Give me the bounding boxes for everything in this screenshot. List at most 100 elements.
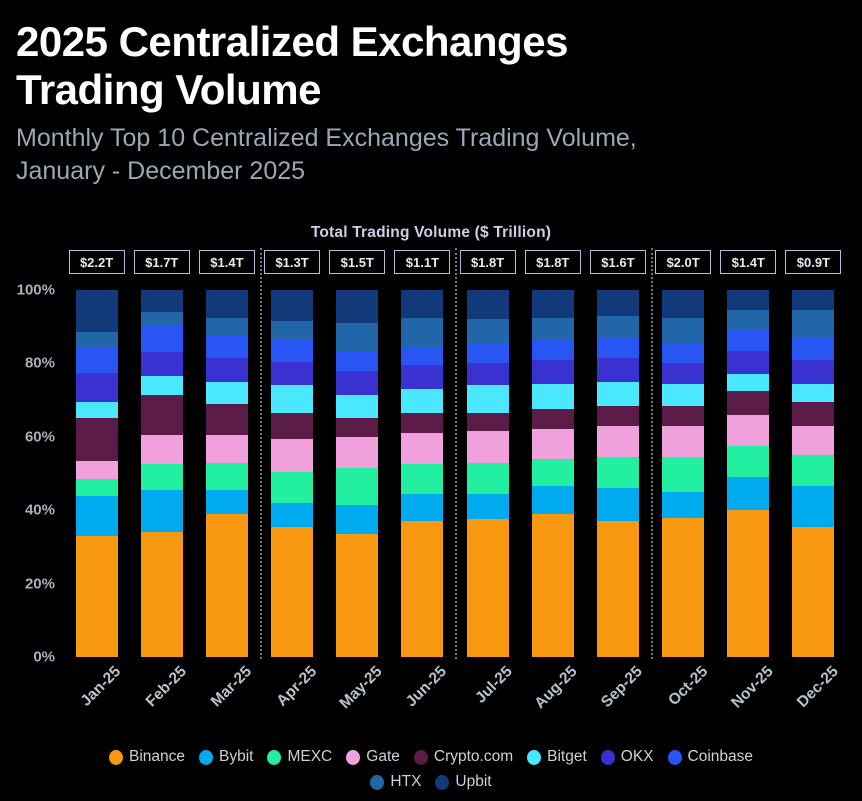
bar-segment-upbit[interactable] <box>401 290 444 318</box>
bar-segment-okx[interactable] <box>205 357 248 382</box>
bar-segment-bybit[interactable] <box>336 504 379 535</box>
bar-segment-bybit[interactable] <box>271 502 314 527</box>
bar-segment-coinbase[interactable] <box>662 343 705 364</box>
bar-segment-okx[interactable] <box>140 352 183 377</box>
bar-segment-bybit[interactable] <box>531 486 574 514</box>
legend-item-mexc[interactable]: MEXC <box>267 748 332 766</box>
bar-segment-mexc[interactable] <box>336 468 379 505</box>
bar-segment-gate[interactable] <box>466 431 509 463</box>
bar-segment-htx[interactable] <box>596 315 639 338</box>
bar-segment-bitget[interactable] <box>140 376 183 395</box>
bar-segment-bybit[interactable] <box>140 490 183 533</box>
bar-segment-binance[interactable] <box>205 513 248 657</box>
bar-segment-bitget[interactable] <box>75 401 118 419</box>
bar-segment-binance[interactable] <box>596 521 639 657</box>
bar-segment-gate[interactable] <box>140 434 183 465</box>
bar-segment-upbit[interactable] <box>271 290 314 322</box>
bar-segment-mexc[interactable] <box>205 462 248 491</box>
bar-segment-mexc[interactable] <box>466 462 509 494</box>
bar-segment-mexc[interactable] <box>140 464 183 491</box>
bar-segment-crypto-com[interactable] <box>596 405 639 426</box>
bar-segment-upbit[interactable] <box>792 290 835 311</box>
bar-segment-crypto-com[interactable] <box>140 394 183 435</box>
bar-segment-binance[interactable] <box>662 517 705 657</box>
stacked-bar[interactable] <box>271 290 314 657</box>
bar-segment-crypto-com[interactable] <box>401 412 444 434</box>
bar-segment-crypto-com[interactable] <box>271 412 314 439</box>
bar-segment-okx[interactable] <box>336 370 379 395</box>
bar-segment-binance[interactable] <box>75 535 118 657</box>
bar-segment-bitget[interactable] <box>792 383 835 402</box>
bar-segment-coinbase[interactable] <box>466 343 509 364</box>
stacked-bar[interactable] <box>401 290 444 657</box>
bar-segment-mexc[interactable] <box>596 457 639 489</box>
bar-segment-binance[interactable] <box>466 519 509 657</box>
bar-segment-bitget[interactable] <box>596 381 639 406</box>
bar-segment-mexc[interactable] <box>792 455 835 487</box>
bar-segment-coinbase[interactable] <box>531 339 574 360</box>
bar-segment-gate[interactable] <box>792 425 835 456</box>
bar-segment-mexc[interactable] <box>75 479 118 496</box>
bar-segment-coinbase[interactable] <box>596 337 639 358</box>
bar-segment-bybit[interactable] <box>792 486 835 527</box>
bar-segment-bitget[interactable] <box>531 383 574 410</box>
bar-segment-bitget[interactable] <box>401 389 444 413</box>
bar-segment-upbit[interactable] <box>727 290 770 311</box>
bar-segment-htx[interactable] <box>531 317 574 340</box>
legend-item-okx[interactable]: OKX <box>600 748 654 766</box>
bar-segment-bitget[interactable] <box>466 385 509 413</box>
bar-segment-binance[interactable] <box>271 526 314 657</box>
bar-segment-mexc[interactable] <box>401 464 444 494</box>
legend-item-upbit[interactable]: Upbit <box>435 773 492 791</box>
stacked-bar[interactable] <box>596 290 639 657</box>
legend-item-bitget[interactable]: Bitget <box>527 748 587 766</box>
bar-segment-mexc[interactable] <box>662 457 705 492</box>
bar-segment-coinbase[interactable] <box>401 346 444 366</box>
legend-item-binance[interactable]: Binance <box>108 748 185 766</box>
bar-segment-bybit[interactable] <box>727 477 770 511</box>
bar-segment-upbit[interactable] <box>140 290 183 313</box>
bar-segment-gate[interactable] <box>727 414 770 446</box>
bar-segment-upbit[interactable] <box>662 290 705 318</box>
bar-segment-okx[interactable] <box>531 359 574 384</box>
bar-segment-mexc[interactable] <box>727 445 770 478</box>
stacked-bar[interactable] <box>662 290 705 657</box>
bar-segment-okx[interactable] <box>727 350 770 375</box>
bar-segment-htx[interactable] <box>336 323 379 353</box>
bar-segment-htx[interactable] <box>75 332 118 347</box>
bar-segment-crypto-com[interactable] <box>727 390 770 415</box>
stacked-bar[interactable] <box>75 290 118 657</box>
bar-segment-coinbase[interactable] <box>140 324 183 353</box>
bar-segment-okx[interactable] <box>401 365 444 390</box>
bar-segment-htx[interactable] <box>727 310 770 331</box>
bar-segment-htx[interactable] <box>140 312 183 325</box>
bar-segment-gate[interactable] <box>205 434 248 463</box>
legend-item-crypto-com[interactable]: Crypto.com <box>413 748 513 766</box>
bar-segment-bitget[interactable] <box>662 383 705 406</box>
bar-segment-binance[interactable] <box>792 526 835 657</box>
bar-segment-crypto-com[interactable] <box>792 401 835 426</box>
bar-segment-bybit[interactable] <box>466 493 509 520</box>
bar-segment-bybit[interactable] <box>75 495 118 536</box>
bar-segment-crypto-com[interactable] <box>466 412 509 432</box>
bar-segment-crypto-com[interactable] <box>336 418 379 437</box>
bar-segment-bybit[interactable] <box>401 493 444 522</box>
bar-segment-bybit[interactable] <box>205 490 248 514</box>
bar-segment-okx[interactable] <box>75 372 118 402</box>
legend-item-bybit[interactable]: Bybit <box>199 748 253 766</box>
stacked-bar[interactable] <box>792 290 835 657</box>
bar-segment-coinbase[interactable] <box>727 330 770 351</box>
bar-segment-htx[interactable] <box>662 317 705 344</box>
bar-segment-gate[interactable] <box>662 425 705 457</box>
bar-segment-binance[interactable] <box>531 513 574 657</box>
bar-segment-coinbase[interactable] <box>336 352 379 371</box>
bar-segment-htx[interactable] <box>271 321 314 340</box>
bar-segment-htx[interactable] <box>792 310 835 338</box>
bar-segment-upbit[interactable] <box>336 290 379 324</box>
stacked-bar[interactable] <box>531 290 574 657</box>
bar-segment-coinbase[interactable] <box>75 346 118 373</box>
stacked-bar[interactable] <box>466 290 509 657</box>
bar-segment-bybit[interactable] <box>596 488 639 522</box>
bar-segment-gate[interactable] <box>75 460 118 480</box>
bar-segment-binance[interactable] <box>336 534 379 657</box>
